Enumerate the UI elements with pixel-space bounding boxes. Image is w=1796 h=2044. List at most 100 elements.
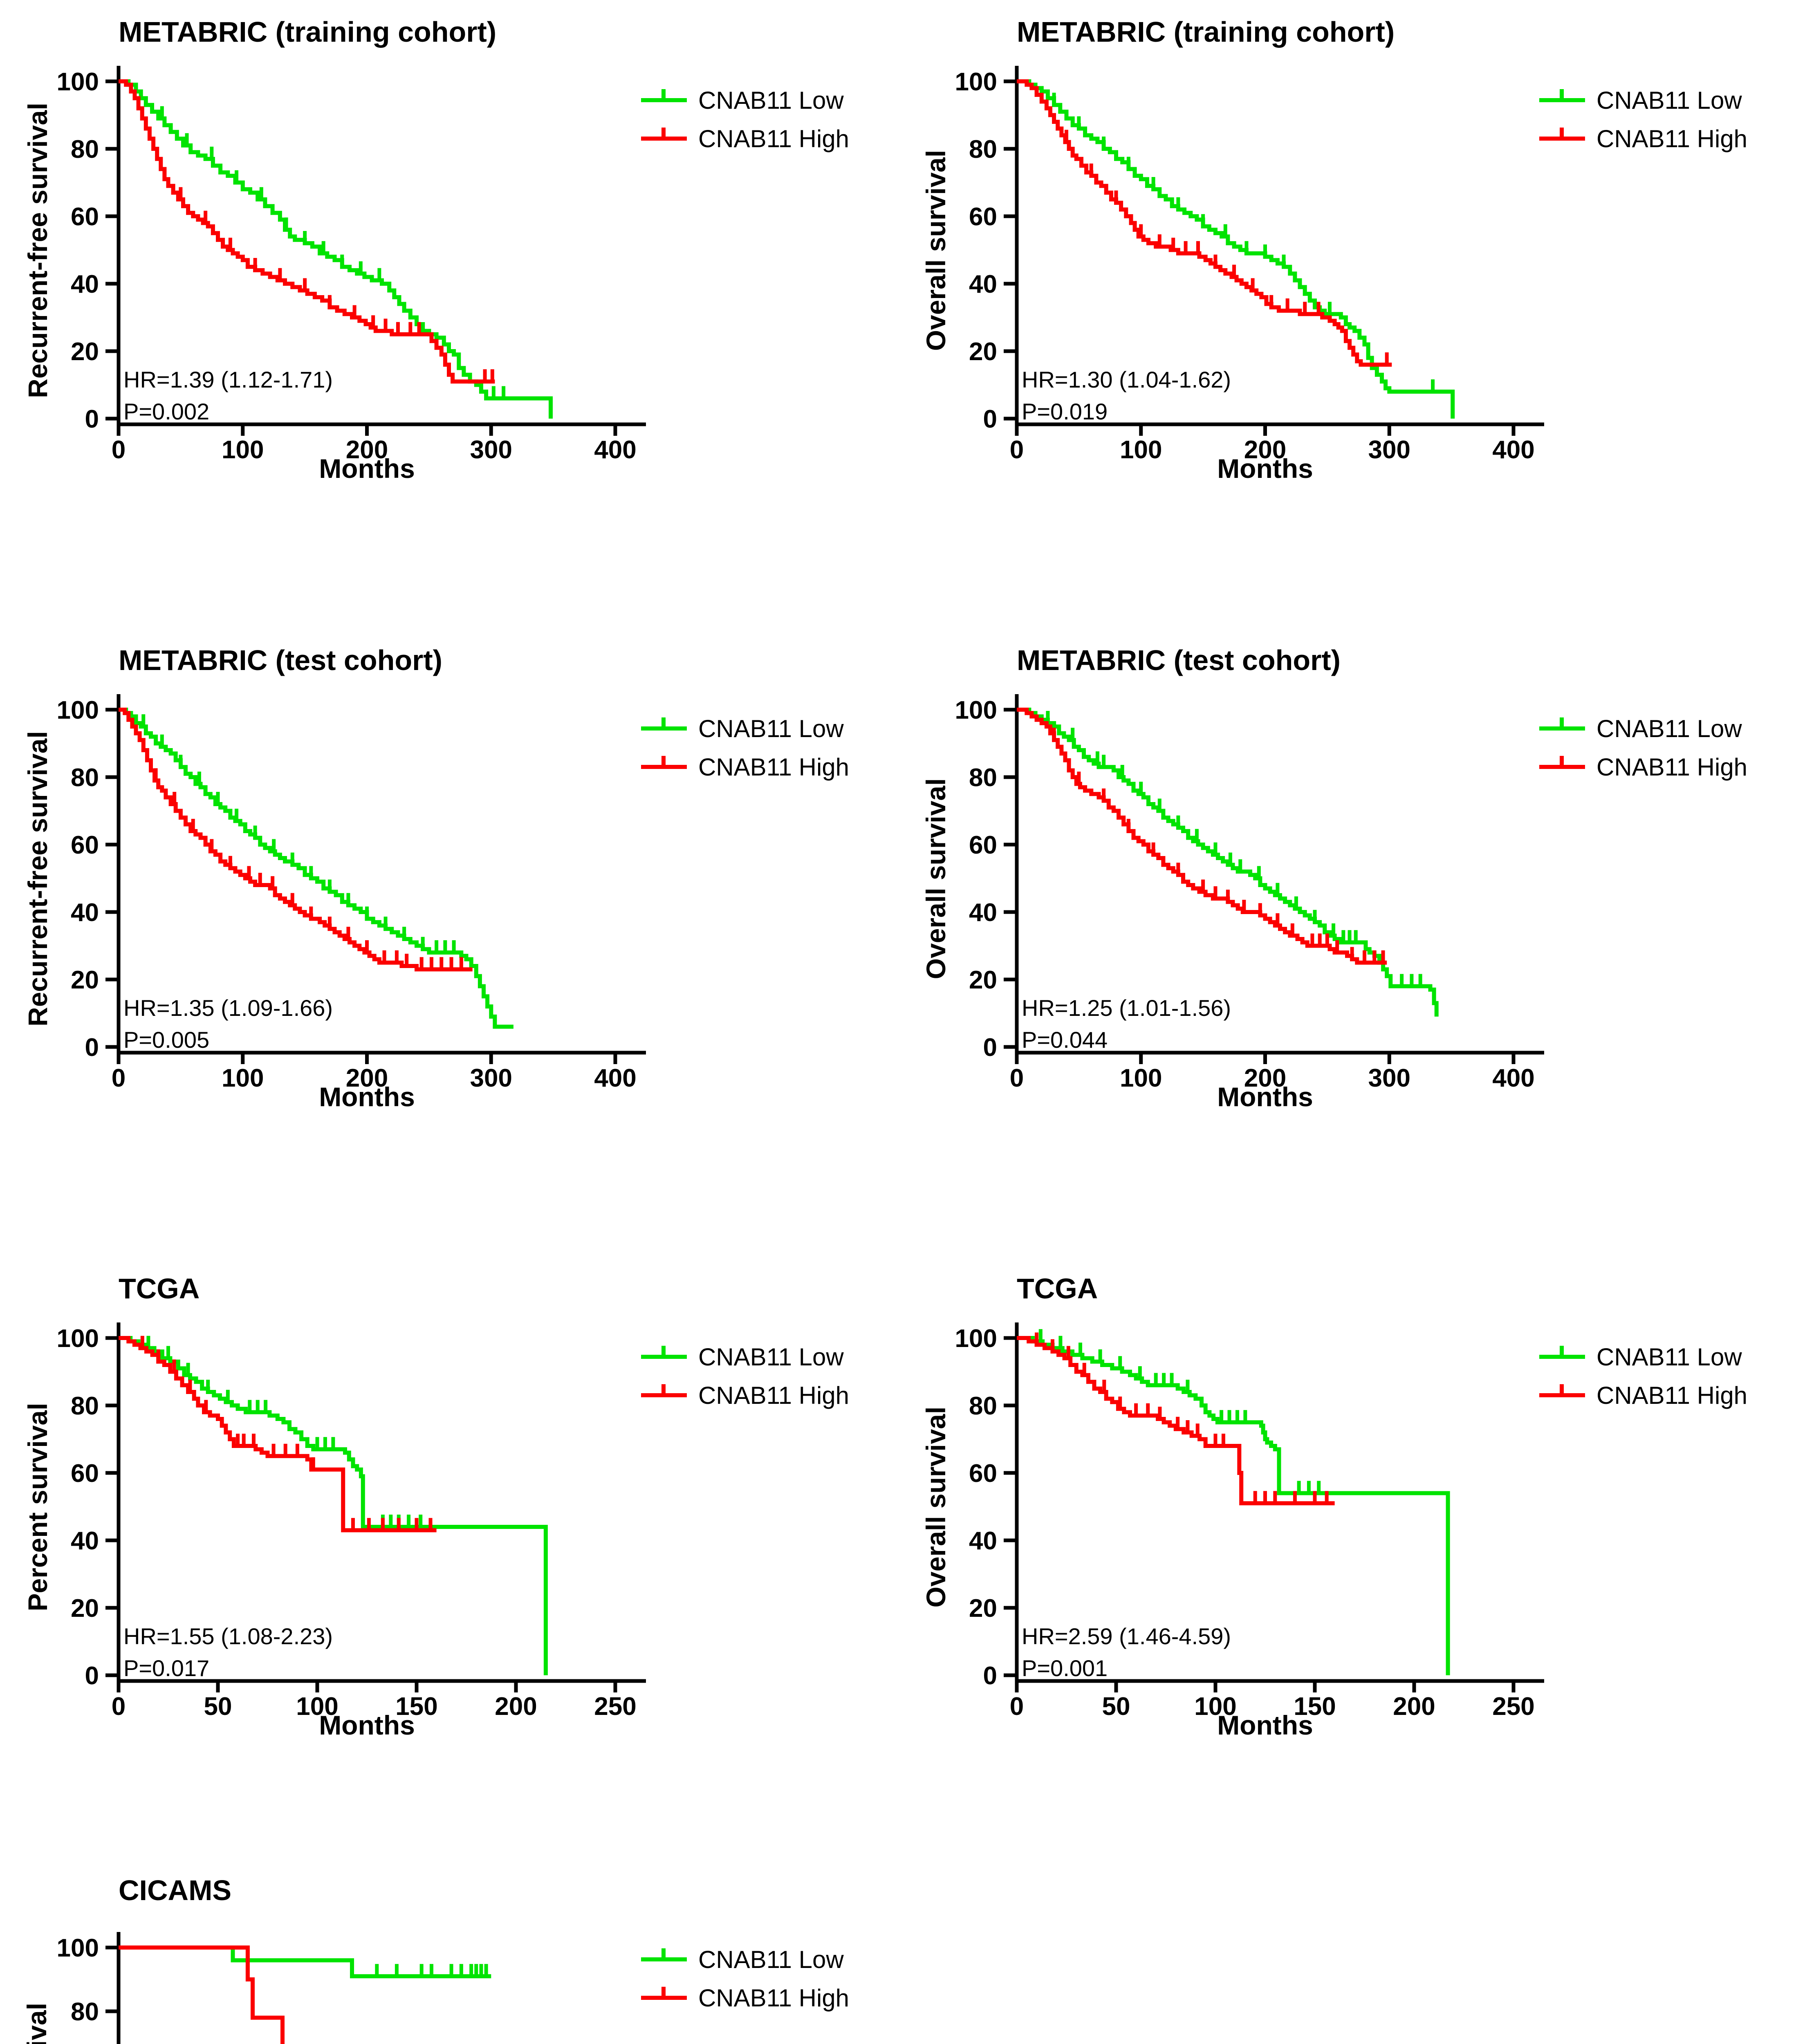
axes	[117, 1932, 121, 2044]
x-tick-label: 0	[1010, 436, 1024, 464]
p-value: P=0.017	[123, 1655, 210, 1681]
legend-key-low-icon	[641, 1948, 687, 1961]
hr-annotation: HR=2.59 (1.46-4.59) P=0.001	[1022, 1620, 1231, 1684]
x-tick-label: 50	[204, 1692, 232, 1721]
y-tick-label: 100	[57, 696, 99, 724]
y-tick-label: 0	[85, 1662, 99, 1690]
curve-cnab11-high	[119, 79, 495, 384]
p-value: P=0.005	[123, 1027, 210, 1053]
km-panel-metabric-training-rfs: 0 100 200 300 400 0 20 40 60 80 100 METABRIC (trai…	[16, 7, 914, 635]
y-tick-label: 40	[71, 1527, 99, 1555]
y-tick-label: 20	[969, 338, 997, 366]
curve-cnab11-high	[119, 708, 473, 972]
y-tick-label: 60	[969, 1459, 997, 1488]
y-axis-label: Overall survival	[921, 1406, 951, 1608]
x-tick-label: 200	[1244, 1064, 1286, 1092]
km-plot-svg: 0 100 200 300 400 0 20 40 60 80 100	[57, 66, 646, 464]
legend-label-high: CNAB11 High	[1596, 753, 1748, 781]
legend-key-high-icon	[1539, 1384, 1585, 1397]
axes	[1015, 694, 1544, 1055]
hr-annotation: HR=1.55 (1.08-2.23) P=0.017	[123, 1620, 333, 1684]
axes	[117, 66, 646, 426]
legend-row-low: CNAB11 Low	[1539, 709, 1747, 748]
km-panel-cicams: 020406080100020406080100 CICAMS Percent …	[16, 1871, 914, 2044]
y-tick-label: 0	[85, 405, 99, 433]
chart-title: METABRIC (test cohort)	[119, 644, 442, 676]
x-tick-label: 100	[1120, 436, 1162, 464]
legend: CNAB11 Low CNAB11 High	[641, 709, 849, 786]
x-tick-label: 0	[112, 436, 126, 464]
chart-title: TCGA	[119, 1273, 200, 1304]
curve-cnab11-low	[119, 79, 553, 419]
legend-row-high: CNAB11 High	[1539, 119, 1747, 158]
x-axis-label: Months	[1217, 1710, 1313, 1740]
hr-value: HR=1.25 (1.01-1.56)	[1022, 995, 1231, 1021]
legend-key-high-icon	[1539, 128, 1585, 141]
legend-label-low: CNAB11 Low	[698, 1945, 844, 1973]
chart-title: CICAMS	[119, 1874, 232, 1906]
hr-annotation: HR=1.39 (1.12-1.71) P=0.002	[123, 364, 333, 428]
y-tick-label: 100	[57, 1934, 99, 1962]
y-tick-label: 100	[955, 696, 997, 724]
axes	[1015, 66, 1544, 426]
y-tick-label: 20	[969, 966, 997, 994]
legend-row-high: CNAB11 High	[641, 1376, 849, 1414]
legend: CNAB11 Low CNAB11 High	[641, 1940, 849, 2017]
curve-cnab11-low	[1017, 708, 1439, 1017]
y-tick-label: 40	[71, 899, 99, 927]
curve-cnab11-high	[119, 1945, 285, 2044]
x-tick-label: 400	[594, 1064, 636, 1092]
legend: CNAB11 Low CNAB11 High	[641, 1338, 849, 1414]
legend-key-high-icon	[641, 756, 687, 769]
legend-label-high: CNAB11 High	[1596, 125, 1748, 152]
y-tick-label: 20	[71, 1594, 99, 1623]
y-axis-label: Recurrent-free survival	[22, 731, 53, 1026]
legend-row-low: CNAB11 Low	[641, 709, 849, 748]
legend-label-low: CNAB11 Low	[698, 1343, 844, 1371]
p-value: P=0.002	[123, 399, 210, 424]
x-tick-label: 400	[1492, 436, 1534, 464]
x-axis-label: Months	[319, 1710, 415, 1740]
x-tick-label: 0	[1010, 1692, 1024, 1721]
km-panel-tcga-os: 0 50 100 150 200 250 0 20 40 60 80 100 TCGA Overall…	[915, 1263, 1796, 1892]
y-tick-label: 60	[71, 1459, 99, 1488]
legend: CNAB11 Low CNAB11 High	[1539, 1338, 1747, 1414]
legend-row-low: CNAB11 Low	[1539, 1338, 1747, 1376]
x-tick-label: 100	[296, 1692, 338, 1721]
y-tick-label: 0	[85, 1033, 99, 1062]
y-tick-label: 40	[969, 1527, 997, 1555]
y-axis-label: Percent survival	[22, 1403, 53, 1611]
curve-cnab11-high	[119, 1336, 437, 1533]
y-axis-label: Percent survival	[21, 1948, 52, 2044]
km-plot-svg: 0 50 100 150 200 250 0 20 40 60 80 100	[955, 1322, 1544, 1721]
km-plot-svg: 0 100 200 300 400 0 20 40 60 80 100	[955, 66, 1544, 464]
x-tick-label: 400	[1492, 1064, 1534, 1092]
legend-row-low: CNAB11 Low	[641, 1940, 849, 1979]
legend-key-high-icon	[1539, 756, 1585, 769]
x-axis-label: Months	[1217, 453, 1313, 484]
x-axis-label: Months	[319, 1082, 415, 1112]
hr-value: HR=1.39 (1.12-1.71)	[123, 367, 333, 392]
legend-key-high-icon	[641, 128, 687, 141]
km-plot-svg: 0 50 100 150 200 250 0 20 40 60 80 100	[57, 1322, 646, 1721]
km-plot-svg: 0 100 200 300 400 0 20 40 60 80 100	[57, 694, 646, 1092]
y-tick-label: 80	[71, 135, 99, 164]
x-tick-label: 200	[346, 1064, 388, 1092]
legend-row-high: CNAB11 High	[641, 748, 849, 786]
legend-key-low-icon	[641, 1346, 687, 1359]
legend-row-high: CNAB11 High	[1539, 1376, 1747, 1414]
legend-key-low-icon	[1539, 717, 1585, 731]
curve-cnab11-low	[119, 708, 513, 1029]
y-tick-label: 80	[71, 1998, 99, 2026]
y-tick-label: 20	[71, 338, 99, 366]
hr-value: HR=1.30 (1.04-1.62)	[1022, 367, 1231, 392]
y-tick-label: 20	[71, 966, 99, 994]
legend-row-high: CNAB11 High	[641, 1979, 849, 2017]
axes	[1015, 1322, 1544, 1683]
curve-cnab11-high	[1017, 708, 1387, 965]
legend-label-high: CNAB11 High	[698, 1381, 850, 1409]
x-tick-label: 100	[222, 1064, 264, 1092]
curve-cnab11-low	[1017, 1336, 1450, 1675]
km-plot-svg: 020406080100020406080100	[57, 1932, 491, 2044]
